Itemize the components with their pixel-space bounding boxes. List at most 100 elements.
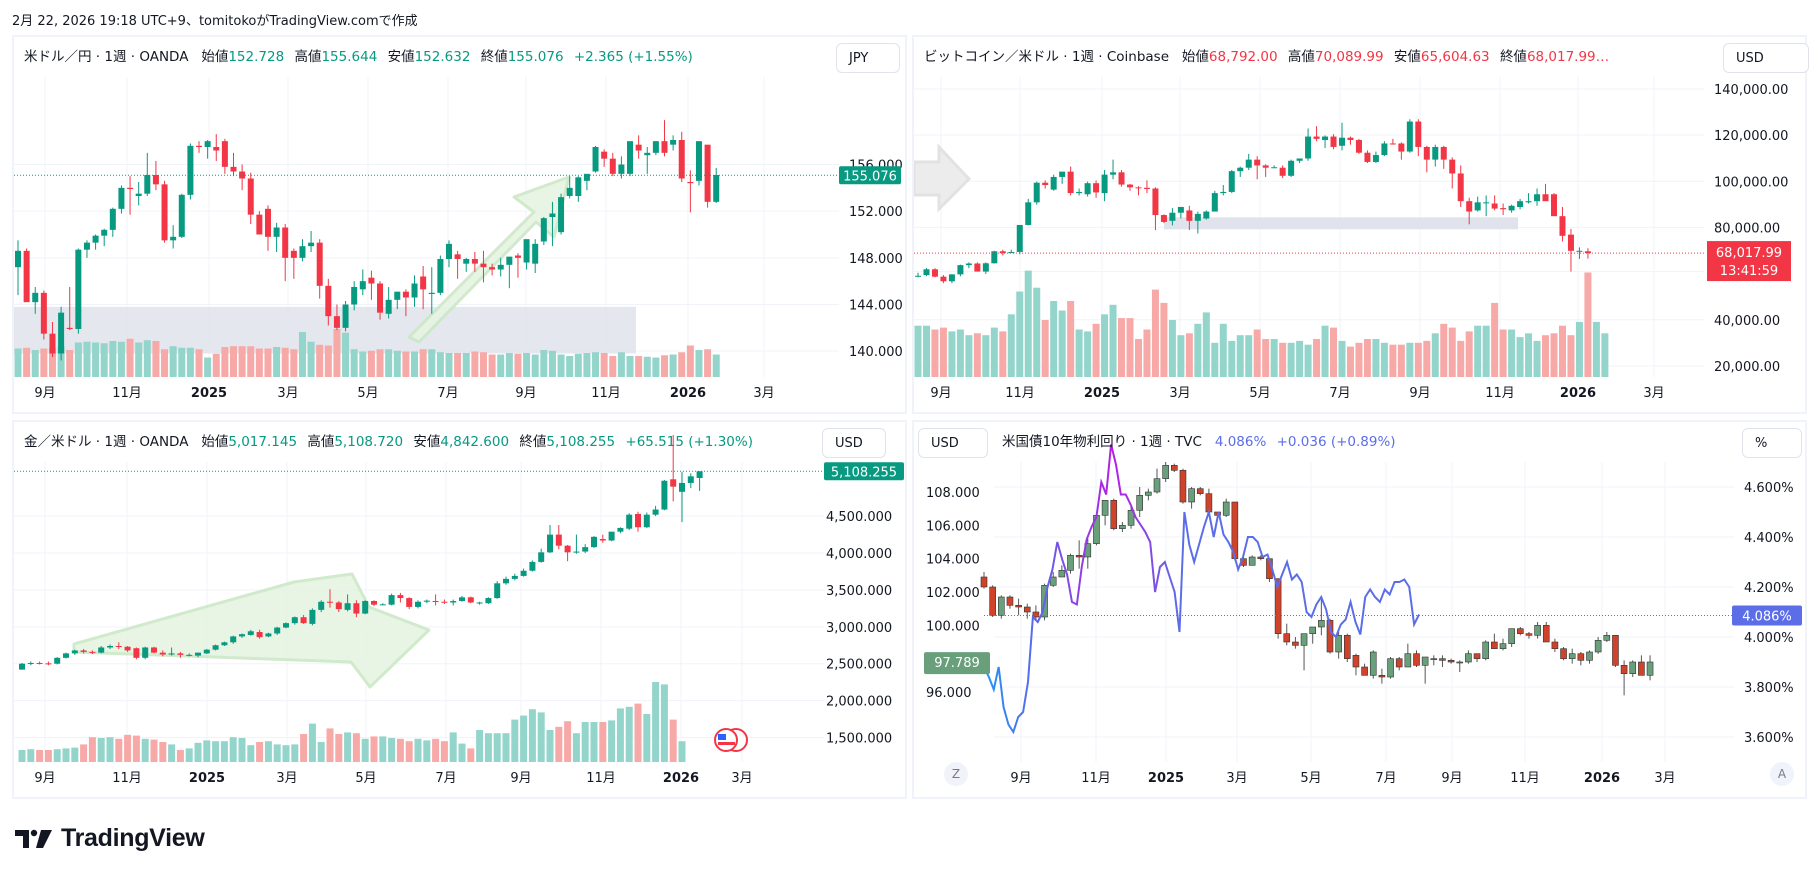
candle-body <box>1110 500 1118 529</box>
volume-bar <box>493 733 501 762</box>
candle-body <box>652 509 659 515</box>
volume-bar <box>168 744 176 762</box>
candle-body <box>1335 635 1342 653</box>
high-value: 155.644 <box>321 49 378 65</box>
volume-bar <box>203 740 211 762</box>
candle-body <box>1179 470 1187 503</box>
volume-bar <box>220 741 228 762</box>
candle-body <box>335 602 342 610</box>
candle-body <box>1033 182 1040 203</box>
candle-body <box>230 166 237 172</box>
volume-bar <box>229 737 237 762</box>
candle-body <box>118 187 125 209</box>
unit-button[interactable]: % <box>1742 428 1802 458</box>
left-currency-button[interactable]: USD <box>918 428 988 458</box>
volume-bar <box>462 353 470 377</box>
auto-scale-button[interactable]: A <box>1770 762 1794 786</box>
us10y-chart[interactable]: 108.000 106.000 104.000 102.000 100.000 96.00… <box>914 422 1805 797</box>
candle-body <box>1274 578 1282 634</box>
candle-body <box>661 480 668 510</box>
x-tick-label: 9月 <box>34 771 55 786</box>
candle-body <box>1517 201 1524 207</box>
candle-body <box>1347 137 1354 141</box>
close-value: 68,017.99… <box>1526 49 1610 65</box>
y-tick-label: 120,000.00 <box>1714 129 1788 144</box>
panel-xauusd[interactable]: 4,500.000 4,000.000 3,500.000 3,000.000 2,50… <box>12 420 907 799</box>
volume-bar <box>264 348 272 377</box>
candle-body <box>327 601 333 603</box>
volume-bar <box>931 329 939 377</box>
candle-body <box>1430 658 1438 660</box>
candle-body <box>273 227 280 237</box>
x-tick-label: 2026 <box>670 386 706 401</box>
volume-bar <box>643 714 651 762</box>
symbol-title: 金／米ドル · 1週 · OANDA <box>24 434 189 450</box>
volume-bar <box>1542 335 1550 377</box>
volume-bar <box>1431 333 1439 377</box>
candle-body <box>1271 167 1278 169</box>
candle-body <box>428 292 435 294</box>
candle-body <box>256 631 263 638</box>
volume-bar <box>625 706 633 762</box>
candle-body <box>196 145 203 147</box>
candle-body <box>1169 212 1176 221</box>
volume-bar <box>1262 339 1270 377</box>
candle-body <box>195 652 201 656</box>
close-label: 終値 <box>1499 49 1527 65</box>
last-yield-label-bg <box>1732 605 1802 626</box>
candle-body <box>1032 611 1040 618</box>
volume-bar <box>546 730 554 762</box>
volume-bar <box>1474 325 1482 377</box>
candle-body <box>80 650 87 652</box>
x-tick-label: 7月 <box>1375 771 1396 786</box>
volume-bar <box>695 350 703 377</box>
volume-bar <box>36 750 44 762</box>
candle-body <box>1447 660 1455 663</box>
volume-bar <box>53 749 61 762</box>
btcusd-chart[interactable]: 140,000.00 120,000.00 100,000.00 80,000.00 4… <box>914 37 1805 412</box>
candle-body <box>1257 556 1265 559</box>
volume-bar <box>1058 310 1066 377</box>
volume-bar <box>523 353 531 377</box>
currency-button[interactable]: JPY <box>836 43 900 73</box>
candle-body <box>1300 633 1308 646</box>
volume-bar <box>247 346 255 377</box>
candle-body <box>1499 643 1507 649</box>
volume-bar <box>419 349 427 377</box>
candle-body <box>151 647 157 653</box>
candle-body <box>670 140 677 145</box>
tradingview-logo[interactable]: TradingView <box>15 824 205 853</box>
volume-bar <box>564 721 572 762</box>
x-tick-label: 9月 <box>1409 386 1430 401</box>
candle-body <box>520 570 527 576</box>
volume-bar <box>1126 318 1134 377</box>
volume-bar <box>298 332 306 377</box>
z-button[interactable]: Z <box>944 762 968 786</box>
candle-body <box>575 177 582 196</box>
candle-body <box>152 175 159 185</box>
volume-bar <box>71 747 79 762</box>
volume-bar <box>230 346 237 377</box>
panel-us10y[interactable]: 108.000 106.000 104.000 102.000 100.000 96.00… <box>912 420 1807 799</box>
volume-bar <box>514 353 522 377</box>
volume-bar <box>1499 329 1507 377</box>
volume-bar <box>914 325 922 377</box>
candle-body <box>948 274 955 282</box>
volume-bar <box>1185 333 1193 377</box>
panel-usdjpy[interactable]: 156.000 152.000 148.000 144.000 140.000 9月 11月… <box>12 35 907 414</box>
volume-bar <box>1067 301 1075 377</box>
xauusd-chart[interactable]: 4,500.000 4,000.000 3,500.000 3,000.000 2,50… <box>14 422 905 797</box>
left-y-tick-label: 102.000 <box>926 586 980 601</box>
candle-body <box>998 596 1005 616</box>
currency-button[interactable]: USD <box>822 428 886 458</box>
panel-btcusd[interactable]: 140,000.00 120,000.00 100,000.00 80,000.00 4… <box>912 35 1809 414</box>
volume-bar <box>317 742 325 762</box>
candle-body <box>1279 167 1286 176</box>
volume-bar <box>1592 321 1600 377</box>
right-y-tick-label: 3.600% <box>1744 731 1794 746</box>
candle-body <box>609 158 616 174</box>
currency-button[interactable]: USD <box>1723 43 1809 73</box>
candle-body <box>1387 658 1394 678</box>
candle-body <box>1482 641 1490 659</box>
